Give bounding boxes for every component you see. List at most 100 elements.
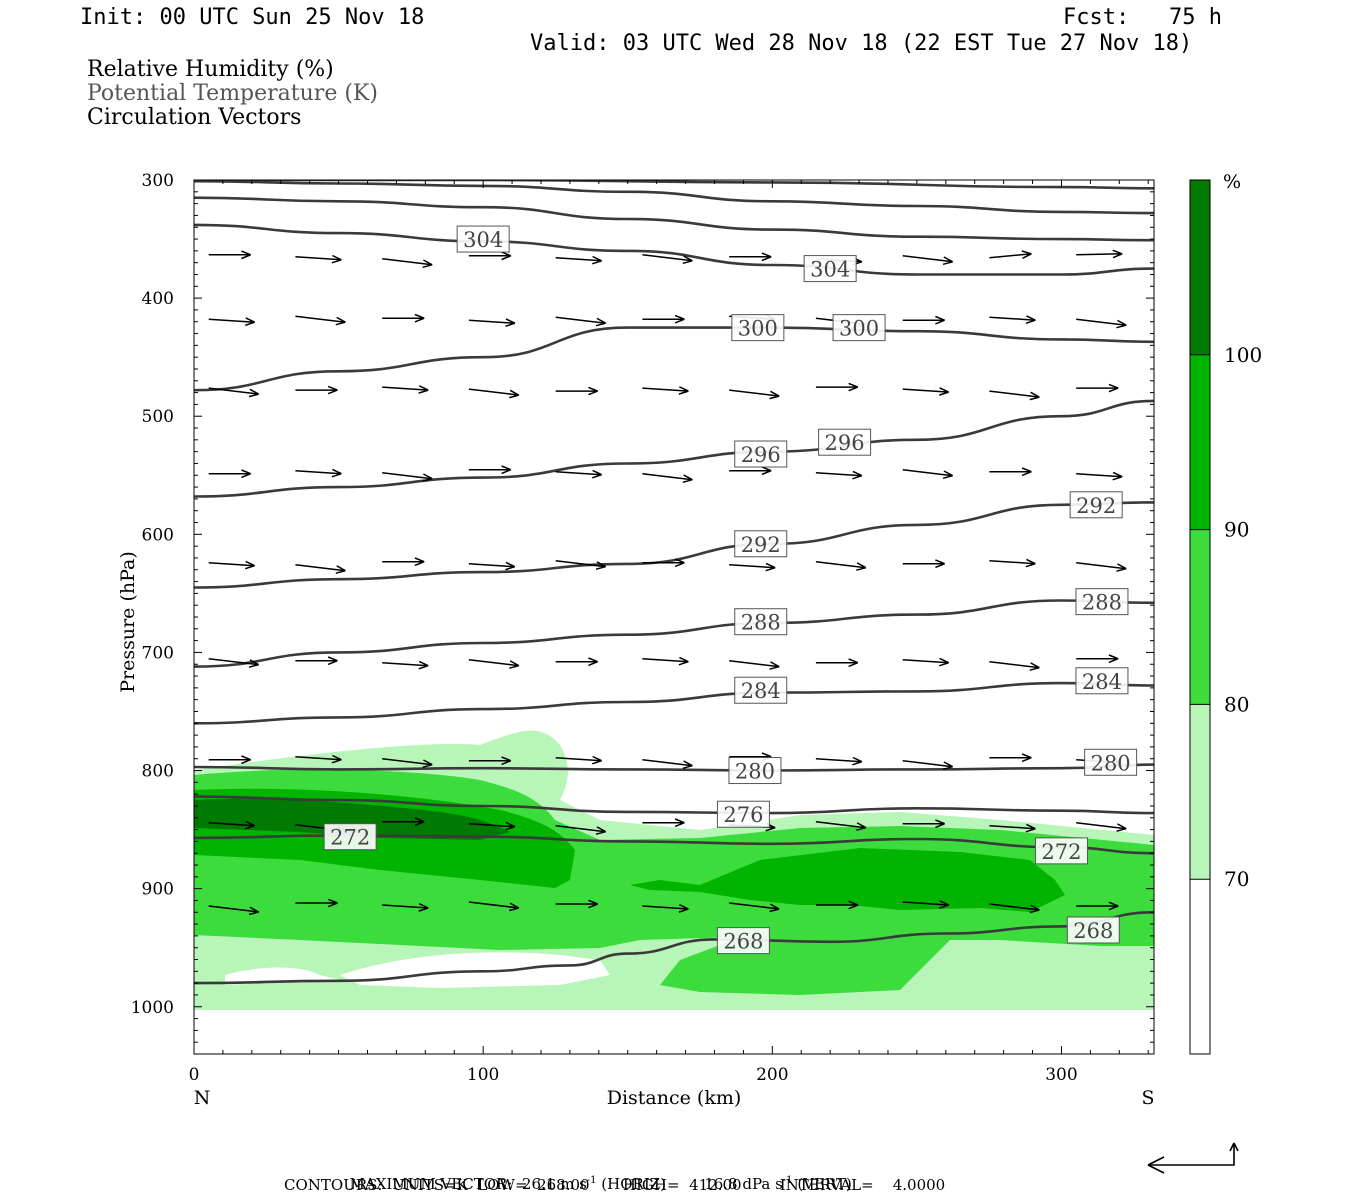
contour-label-box	[832, 314, 886, 342]
y-tick-label-1000: 1000	[131, 998, 174, 1018]
circulation-vector	[382, 557, 425, 567]
circulation-vector	[208, 657, 260, 668]
contour-label-box	[728, 757, 782, 785]
circulation-vector	[989, 823, 1036, 833]
circulation-vector	[468, 318, 516, 328]
circulation-vector	[815, 820, 867, 831]
circulation-vector	[902, 315, 945, 325]
circulation-vector	[382, 817, 425, 827]
contour-labels: 304 304 300 300 296 296 292 292 288 288 284 284 280 2…	[323, 225, 1138, 955]
theta-contour-288	[194, 599, 1154, 668]
circulation-vector	[295, 385, 338, 395]
colorbar-segment-0	[1190, 879, 1210, 1054]
theta-contour-296	[194, 399, 1154, 498]
circulation-vector	[902, 759, 954, 771]
colorbar-segment-4	[1190, 180, 1210, 355]
y-tick-label-700: 700	[142, 643, 174, 663]
x-axis-left-end: N	[194, 1087, 211, 1109]
contour-label-text: 292	[1076, 494, 1116, 518]
x-tick-label-200: 200	[756, 1065, 788, 1085]
circulation-vector	[989, 467, 1032, 477]
circulation-vector	[382, 903, 429, 912]
circulation-vector	[295, 656, 338, 666]
x-axis-right-end: S	[1141, 1087, 1154, 1109]
contour-label-284: 284	[1075, 667, 1129, 695]
legend-rh: Relative Humidity (%)	[87, 57, 334, 82]
circulation-vectors	[208, 249, 1127, 916]
relative-humidity-fill	[194, 730, 1154, 1010]
circulation-vector	[382, 660, 429, 670]
contour-label-280: 280	[728, 757, 782, 785]
circulation-vector	[468, 388, 520, 399]
contour-label-284: 284	[734, 676, 788, 704]
y-tick-label-800: 800	[142, 762, 174, 782]
circulation-vector	[989, 558, 1036, 568]
x-tick-label-0: 0	[189, 1065, 200, 1085]
contour-label-text: 296	[825, 431, 865, 455]
circulation-vector	[295, 468, 342, 478]
y-axis: 300 400 500 600 700 800 900 1000	[131, 171, 1154, 1055]
x-axis: 0 100 200 300	[189, 180, 1149, 1085]
x-tick-label-100: 100	[467, 1065, 499, 1085]
circulation-vector	[208, 820, 256, 830]
circulation-vector	[555, 255, 603, 265]
contour-label-288: 288	[1075, 588, 1129, 616]
contour-label-box	[734, 440, 788, 468]
circulation-vector	[208, 317, 256, 327]
contour-label-box	[818, 428, 872, 456]
contour-label-box	[734, 608, 788, 636]
circulation-vector	[295, 898, 338, 908]
circulation-vector	[555, 469, 603, 479]
contour-label-276: 276	[716, 800, 770, 828]
contour-label-272: 272	[1034, 837, 1088, 865]
circulation-vector	[555, 899, 598, 909]
circulation-vector	[468, 465, 512, 475]
footer-contours: CONTOURS: UNITS=K LOW= 268.00 HIGH= 412.…	[284, 1176, 946, 1194]
circulation-vector	[902, 900, 950, 909]
circulation-vector	[468, 251, 512, 261]
circulation-vector	[1076, 561, 1127, 572]
reference-vector-icon	[1147, 1142, 1239, 1174]
y-tick-label-400: 400	[142, 289, 174, 309]
contour-label-box	[734, 676, 788, 704]
theta-contour-312	[194, 180, 1154, 215]
circulation-vector	[729, 659, 780, 670]
init-time: Init: 00 UTC Sun 25 Nov 18	[80, 5, 425, 30]
circulation-vector	[729, 902, 780, 913]
circulation-vector	[208, 250, 251, 260]
contour-label-box	[731, 314, 785, 342]
footer-max-vector: MAXIMUM VECTOR: 26.1 m s-1 (HORIZ) 16.8 …	[349, 1175, 852, 1193]
theta-contour-280	[194, 763, 1154, 772]
rh-band-over-100	[194, 798, 510, 840]
colorbar-frame	[1189, 179, 1211, 1055]
potential-temperature-contours	[194, 180, 1154, 985]
circulation-vector	[815, 470, 863, 480]
circulation-vector	[468, 756, 512, 766]
contour-label-268: 268	[716, 927, 770, 955]
y-tick-label-600: 600	[142, 525, 174, 545]
colorbar-segment-1	[1190, 704, 1210, 880]
circulation-vector	[1076, 249, 1123, 259]
circulation-vector	[295, 754, 342, 764]
circulation-vector	[1076, 901, 1119, 911]
contour-label-text: 296	[741, 443, 781, 467]
circulation-vector	[468, 561, 516, 571]
contour-label-300: 300	[832, 314, 886, 342]
colorbar: 70 80 90 100	[1189, 179, 1262, 1055]
theta-contour-284	[194, 681, 1154, 725]
circulation-vector	[1076, 471, 1123, 481]
circulation-vector	[815, 560, 867, 571]
circulation-vector	[989, 753, 1032, 763]
circulation-vector	[555, 386, 598, 396]
circulation-vector	[382, 258, 433, 269]
contour-label-text: 284	[741, 679, 781, 703]
colorbar-segment-2	[1190, 529, 1210, 705]
contour-label-text: 300	[839, 317, 879, 341]
circulation-vector	[382, 471, 433, 483]
contour-label-box	[456, 225, 510, 253]
circulation-vector	[382, 385, 429, 394]
contour-label-text: 280	[1091, 751, 1131, 775]
contour-label-text: 300	[738, 317, 778, 341]
y-axis-label: Pressure (hPa)	[117, 551, 139, 693]
